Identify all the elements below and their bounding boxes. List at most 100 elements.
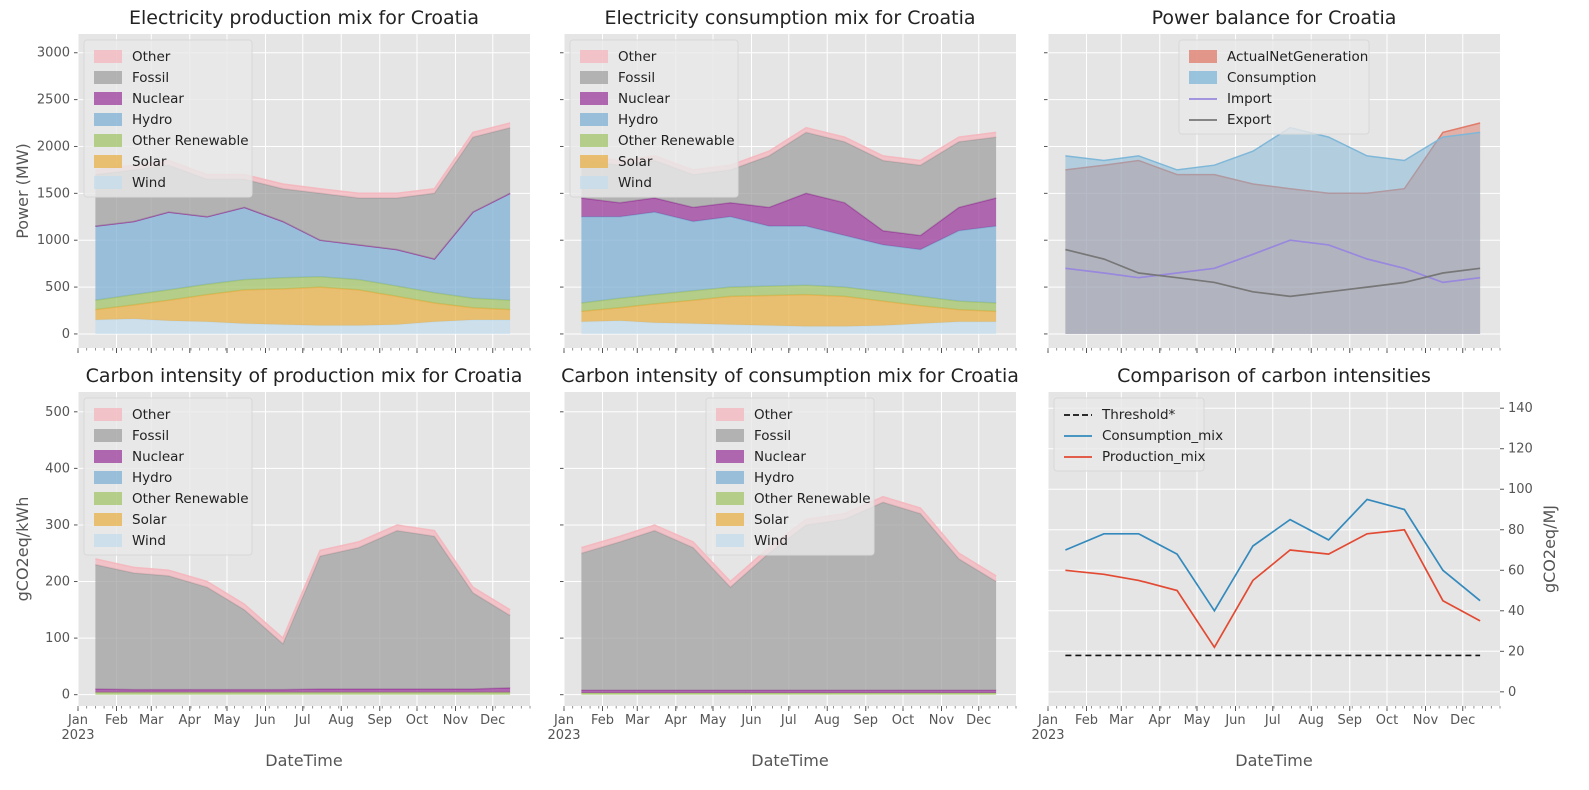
ytick-label: 500 (45, 405, 70, 420)
xtick-year: 2023 (61, 728, 94, 743)
xtick-label: Jan (1037, 713, 1058, 728)
xtick-label: Mar (1109, 713, 1134, 728)
legend-label: ActualNetGeneration (1227, 49, 1368, 65)
area-hydro (95, 193, 511, 301)
legend-label: Other (132, 49, 171, 65)
panel-1: 0 500 1000 1500 2000 2500 3000 Electricity prod… (13, 7, 531, 353)
legend-swatch-other-renewable (94, 492, 122, 505)
series-line-import (1065, 239, 1481, 284)
xtick-label: Nov (443, 713, 469, 728)
ytick-label: 200 (45, 575, 70, 590)
legend-box (705, 397, 875, 556)
area-other-renewable (95, 276, 511, 310)
xtick-label: Nov (929, 713, 955, 728)
legend-swatch-hydro (580, 113, 608, 126)
ytick-label: 0 (1508, 685, 1516, 700)
legend-swatch-fossil (94, 71, 122, 84)
legend-swatch-nuclear (716, 450, 744, 463)
legend: Other Fossil Nuclear Hydro Other Renewable So… (705, 397, 875, 556)
legend-swatch-other-renewable (716, 492, 744, 505)
chart-title: Electricity production mix for Croatia (129, 7, 479, 29)
legend-swatch-other-renewable (94, 134, 122, 147)
legend-label: Fossil (618, 70, 655, 86)
legend-label: Fossil (754, 428, 791, 444)
legend-box (83, 39, 253, 198)
xtick-label: Apr (1149, 713, 1172, 728)
ytick-label: 500 (45, 280, 70, 295)
legend-label: Hydro (754, 470, 794, 486)
legend-swatch-other (580, 50, 608, 63)
chart-title: Carbon intensity of production mix for C… (86, 365, 523, 387)
xtick-label: Jan (553, 713, 574, 728)
legend-box (1053, 397, 1205, 472)
area-fossil (581, 132, 997, 236)
legend-swatch-nuclear (94, 92, 122, 105)
area-fossil (95, 530, 511, 690)
legend-label: Hydro (132, 470, 172, 486)
ytick-label: 300 (45, 518, 70, 533)
ytick-label: 80 (1508, 523, 1525, 538)
xtick-label: Mar (625, 713, 650, 728)
legend-label: Wind (132, 175, 166, 191)
legend-label: Solar (618, 154, 653, 170)
xtick-label: Oct (406, 713, 428, 728)
ytick-label: 60 (1508, 563, 1525, 578)
legend: Threshold* Consumption_mix Production_mix (1053, 397, 1223, 472)
xtick-label: May (1184, 713, 1211, 728)
legend: Other Fossil Nuclear Hydro Other Renewable So… (83, 39, 253, 198)
legend-label: Solar (132, 154, 167, 170)
xtick-label: Feb (1075, 713, 1098, 728)
x-axis-label: DateTime (1235, 751, 1312, 770)
xtick-label: Sep (853, 713, 878, 728)
xtick-label: Aug (815, 713, 840, 728)
ytick-label: 120 (1508, 442, 1533, 457)
ytick-label: 100 (45, 631, 70, 646)
chart-title: Carbon intensity of consumption mix for … (561, 365, 1019, 387)
xtick-label: May (700, 713, 727, 728)
ytick-label: 20 (1508, 644, 1525, 659)
xtick-label: Jun (740, 713, 761, 728)
legend-swatch-nuclear (94, 450, 122, 463)
ytick-label: 400 (45, 461, 70, 476)
xtick-label: Jan (67, 713, 88, 728)
panel-2: Electricity consumption mix for Croatia O… (560, 7, 1017, 353)
legend-swatch-solar (716, 513, 744, 526)
xtick-label: Dec (1450, 713, 1475, 728)
panel-4: 0 100 200 300 400 500 Jan Feb Mar Apr May Jun Jul Aug… (13, 365, 531, 770)
legend-label: Other (618, 49, 657, 65)
xtick-label: May (214, 713, 241, 728)
legend-swatch-wind (716, 534, 744, 547)
xtick-label: Jul (1264, 713, 1281, 728)
legend-swatch-hydro (94, 113, 122, 126)
chart-title: Comparison of carbon intensities (1117, 365, 1431, 387)
ytick-label: 0 (62, 688, 70, 703)
xtick-label: Sep (1337, 713, 1362, 728)
legend-swatch-other (94, 50, 122, 63)
legend-swatch-fossil (580, 71, 608, 84)
area-hydro (581, 212, 997, 303)
chart-title: Electricity consumption mix for Croatia (604, 7, 975, 29)
legend-swatch-wind (94, 534, 122, 547)
xtick-label: Jul (294, 713, 311, 728)
area-fossil (95, 127, 511, 259)
legend-swatch-actualnetgeneration (1189, 50, 1217, 63)
ytick-label: 1000 (37, 233, 70, 248)
legend-label: Production_mix (1102, 449, 1205, 465)
xtick-year: 2023 (547, 728, 580, 743)
x-axis-label: DateTime (265, 751, 342, 770)
legend-swatch-wind (94, 176, 122, 189)
xtick-label: Aug (329, 713, 354, 728)
legend-label: Import (1227, 91, 1272, 107)
legend-label: Other (132, 407, 171, 423)
panel-5: Jan Feb Mar Apr May Jun Jul Aug Sep Oct Nov Dec 2023… (547, 365, 1018, 770)
legend-label: Fossil (132, 70, 169, 86)
legend: ActualNetGeneration Consumption Import Expo… (1178, 39, 1370, 135)
panel-3: Power balance for Croatia ActualNetGenera… (1044, 7, 1501, 353)
xtick-label: Feb (105, 713, 128, 728)
xtick-label: Mar (139, 713, 164, 728)
legend-label: Consumption_mix (1102, 428, 1223, 444)
ytick-label: 2000 (37, 139, 70, 154)
legend-swatch-other-renewable (580, 134, 608, 147)
legend-label: Other (754, 407, 793, 423)
legend-swatch-consumption (1189, 71, 1217, 84)
